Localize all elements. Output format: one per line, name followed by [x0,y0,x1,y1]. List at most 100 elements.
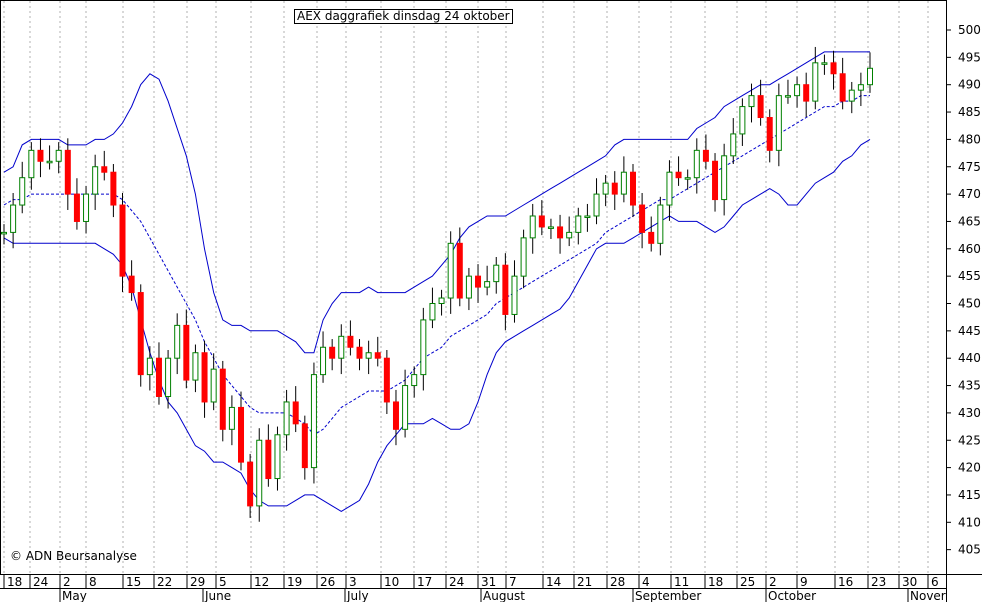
y-tick-label: 485 [958,105,981,119]
candle-body [374,352,381,359]
candle-body [329,346,336,359]
x-day-label: 30 [902,575,917,589]
candle-body [429,303,436,321]
candle-body [73,193,80,222]
candle-body [265,439,272,480]
candle-body [356,346,363,359]
candle-body [602,182,609,195]
y-tick-label: 435 [958,379,981,393]
candle-body [666,171,673,206]
x-day-label: 5 [219,575,227,589]
y-tick-label: 490 [958,78,981,92]
candle-body [511,275,518,315]
x-day-label: 25 [740,575,755,589]
x-day-label: 24 [33,575,48,589]
candle-body [557,226,564,239]
candle-body [46,160,53,164]
x-day-label: 4 [642,575,650,589]
candle-body [520,237,527,277]
candle-body [502,264,509,315]
candle-body [748,95,755,108]
candle-body [55,149,62,162]
y-tick-label: 480 [958,132,981,146]
x-day-label: 28 [610,575,625,589]
candle-body [19,177,26,206]
candle-body [256,439,263,507]
x-day-label: 18 [7,575,22,589]
candle-body [712,160,719,201]
candle-body [584,215,591,218]
x-day-label: 7 [509,575,517,589]
candle-body [92,166,99,195]
candle-body [1,231,7,235]
candle-body [648,231,655,244]
x-day-label: 11 [674,575,689,589]
y-tick-label: 425 [958,433,981,447]
y-tick-label: 470 [958,187,981,201]
candle-body [757,95,764,119]
candle-body [392,401,399,430]
y-tick-label: 445 [958,324,981,338]
candle-body [529,215,536,239]
x-day-label: 2 [769,575,777,589]
candle-body [83,193,90,222]
candle-body [775,95,782,151]
x-day-label: 6 [931,575,939,589]
x-day-label: 18 [708,575,723,589]
candle-body [183,324,190,381]
candle-body [10,204,17,233]
candle-body [447,242,454,299]
y-tick-label: 415 [958,488,981,502]
candle-body [146,357,153,376]
candle-body [465,275,472,299]
candle-body [192,352,199,381]
candle-body [411,374,418,387]
candle-body [538,215,545,228]
candle-body [867,67,873,86]
x-month-label: October [768,589,816,602]
candle-body [219,368,226,430]
x-day-label: 22 [157,575,172,589]
y-axis-ticks: 405 410 415 420 425 430 435 440 445 450 455 460 465 4… [946,23,981,557]
candle-body [137,292,144,376]
candle-body [301,423,308,469]
candle-body [110,171,117,206]
x-day-label: 19 [287,575,302,589]
candle-body [830,62,837,75]
y-tick-label: 465 [958,214,981,228]
candle-body [238,406,245,463]
candle-body [794,84,801,97]
y-tick-label: 410 [958,515,981,529]
x-day-label: 31 [481,575,496,589]
candle-body [128,275,135,294]
candle-body [693,149,700,179]
x-day-label: 17 [417,575,432,589]
candle-body [247,461,254,507]
x-day-label: 3 [349,575,357,589]
candle-body [383,357,390,403]
candle-body [28,149,35,179]
candle-body [739,106,746,135]
candle-body [784,95,791,98]
candle-body [657,204,664,244]
x-day-label: 23 [871,575,886,589]
candle-body [37,149,44,162]
candle-body [639,204,646,233]
x-day-label: 12 [254,575,269,589]
x-month-label: Nover [910,589,946,602]
y-tick-label: 455 [958,269,981,283]
candle-body [547,226,554,229]
candle-body [347,335,354,348]
candle-body [593,193,600,217]
x-axis-ticks: 18 24 2 8 15 22 29 5 12 19 26 3 10 17 24 31 7 14 21 28 4 11 18… [3,574,946,602]
candle-body [566,231,573,239]
x-day-label: 10 [384,575,399,589]
candle-body [228,406,235,430]
candle-body [338,335,345,359]
candle-body [803,84,810,102]
candle-body [629,171,636,206]
candle-body [730,133,737,157]
candle-body [766,117,773,151]
candle-body [848,89,855,102]
x-day-label: 9 [800,575,808,589]
